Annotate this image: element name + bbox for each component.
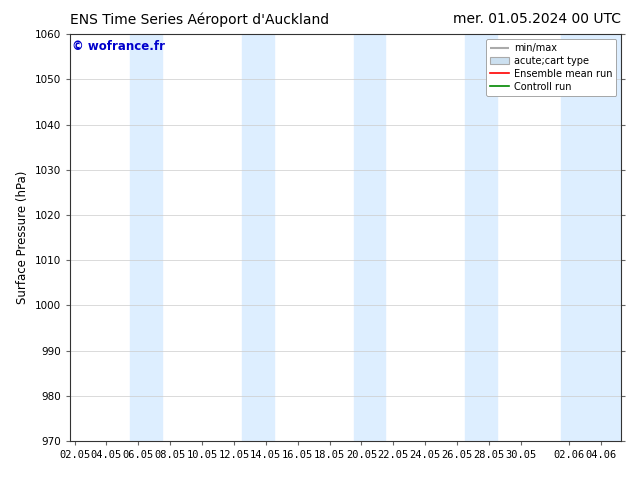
Bar bbox=[242, 34, 274, 441]
Bar bbox=[354, 34, 385, 441]
Legend: min/max, acute;cart type, Ensemble mean run, Controll run: min/max, acute;cart type, Ensemble mean … bbox=[486, 39, 616, 96]
Y-axis label: Surface Pressure (hPa): Surface Pressure (hPa) bbox=[16, 171, 29, 304]
Text: mer. 01.05.2024 00 UTC: mer. 01.05.2024 00 UTC bbox=[453, 12, 621, 26]
Text: ENS Time Series Aéroport d'Auckland: ENS Time Series Aéroport d'Auckland bbox=[70, 12, 329, 27]
Bar bbox=[465, 34, 497, 441]
Text: © wofrance.fr: © wofrance.fr bbox=[72, 40, 165, 53]
Bar bbox=[560, 34, 621, 441]
Bar bbox=[131, 34, 162, 441]
